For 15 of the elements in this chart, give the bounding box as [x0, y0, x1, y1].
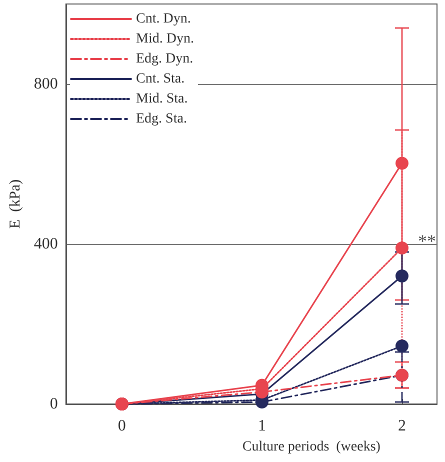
x-axis-title: Culture periods (weeks) — [242, 440, 381, 454]
x-tick-label: 2 — [398, 418, 406, 434]
annotation: ** — [418, 231, 436, 251]
legend-label: Cnt. Sta. — [136, 72, 185, 86]
legend-label: Edg. Sta. — [136, 112, 187, 126]
x-tick-label: 1 — [258, 418, 266, 434]
y-tick-label: 400 — [34, 236, 58, 252]
y-axis-title: E (kPa) — [8, 179, 24, 229]
y-tick-label: 0 — [50, 396, 58, 412]
legend-label: Mid. Dyn. — [136, 32, 194, 46]
legend-label: Mid. Sta. — [136, 92, 188, 106]
x-tick-label: 0 — [118, 418, 126, 434]
legend-label: Edg. Dyn. — [136, 52, 194, 66]
y-tick-label: 800 — [34, 76, 58, 92]
legend-label: Cnt. Dyn. — [136, 12, 191, 26]
